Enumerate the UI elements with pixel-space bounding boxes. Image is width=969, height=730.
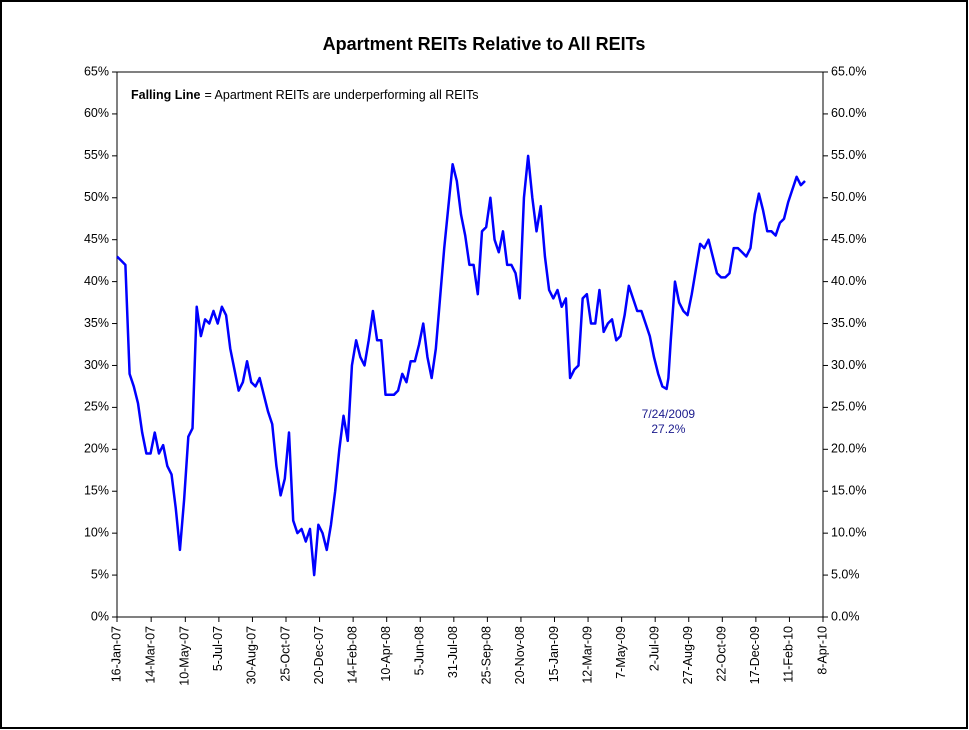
- x-tick-label: 15-Jan-09: [547, 626, 561, 682]
- y-tick-label: 15%: [84, 484, 109, 498]
- y-tick-label: 50%: [84, 190, 109, 204]
- x-tick-label: 20-Nov-08: [513, 626, 527, 684]
- x-tick-label: 2-Jul-09: [647, 626, 661, 671]
- note-bold: Falling Line: [131, 88, 200, 102]
- y-tick-label: 10%: [84, 525, 109, 539]
- annotation-text: 27.2%: [651, 422, 685, 436]
- note-text: = Apartment REITs are underperforming al…: [204, 88, 478, 102]
- data-line: [116, 154, 806, 577]
- x-tick-label: 22-Oct-09: [715, 626, 729, 682]
- x-tick-label: 5-Jun-08: [413, 626, 427, 675]
- x-tick-label: 14-Feb-08: [345, 626, 359, 684]
- x-tick-label: 30-Aug-07: [245, 626, 259, 684]
- y2-tick-label: 0.0%: [831, 609, 860, 623]
- x-tick-label: 5-Jul-07: [211, 626, 225, 671]
- y-tick-label: 35%: [84, 316, 109, 330]
- annotation-text: 7/24/2009: [642, 407, 696, 421]
- y-tick-label: 20%: [84, 442, 109, 456]
- y2-tick-label: 30.0%: [831, 358, 866, 372]
- y2-tick-label: 5.0%: [831, 567, 860, 581]
- y2-tick-label: 15.0%: [831, 484, 866, 498]
- plot-border: [116, 71, 824, 618]
- x-tick-label: 10-Apr-08: [379, 626, 393, 682]
- x-tick-label: 14-Mar-07: [143, 626, 157, 684]
- x-tick-label: 16-Jan-07: [109, 626, 123, 682]
- y-tick-label: 30%: [84, 358, 109, 372]
- y2-tick-label: 55.0%: [831, 148, 866, 162]
- x-tick-label: 25-Oct-07: [278, 626, 292, 682]
- y2-tick-label: 50.0%: [831, 190, 866, 204]
- y-tick-label: 0%: [91, 609, 109, 623]
- y-tick-label: 45%: [84, 232, 109, 246]
- note: Falling Line = Apartment REITs are underp…: [131, 88, 479, 102]
- y2-tick-label: 10.0%: [831, 525, 866, 539]
- y-tick-label: 60%: [84, 106, 109, 120]
- y-tick-label: 65%: [84, 64, 109, 78]
- y2-tick-label: 25.0%: [831, 400, 866, 414]
- y2-tick-label: 35.0%: [831, 316, 866, 330]
- x-tick-label: 31-Jul-08: [446, 626, 460, 678]
- x-tick-label: 27-Aug-09: [681, 626, 695, 684]
- x-tick-label: 11-Feb-10: [782, 626, 796, 683]
- y2-tick-label: 20.0%: [831, 442, 866, 456]
- y2-tick-label: 45.0%: [831, 232, 866, 246]
- x-tick-label: 12-Mar-09: [580, 626, 594, 684]
- x-tick-label: 20-Dec-07: [312, 626, 326, 684]
- y-tick-label: 25%: [84, 400, 109, 414]
- y-tick-label: 5%: [91, 567, 109, 581]
- x-tick-label: 8-Apr-10: [815, 626, 829, 675]
- y2-tick-label: 60.0%: [831, 106, 866, 120]
- y2-tick-label: 40.0%: [831, 274, 866, 288]
- y-tick-label: 55%: [84, 148, 109, 162]
- x-tick-label: 25-Sep-08: [480, 626, 494, 684]
- x-tick-label: 7-May-09: [614, 626, 628, 679]
- x-tick-label: 10-May-07: [178, 626, 192, 686]
- chart-title: Apartment REITs Relative to All REITs: [323, 34, 646, 54]
- x-tick-label: 17-Dec-09: [748, 626, 762, 684]
- y2-tick-label: 65.0%: [831, 64, 866, 78]
- y-tick-label: 40%: [84, 274, 109, 288]
